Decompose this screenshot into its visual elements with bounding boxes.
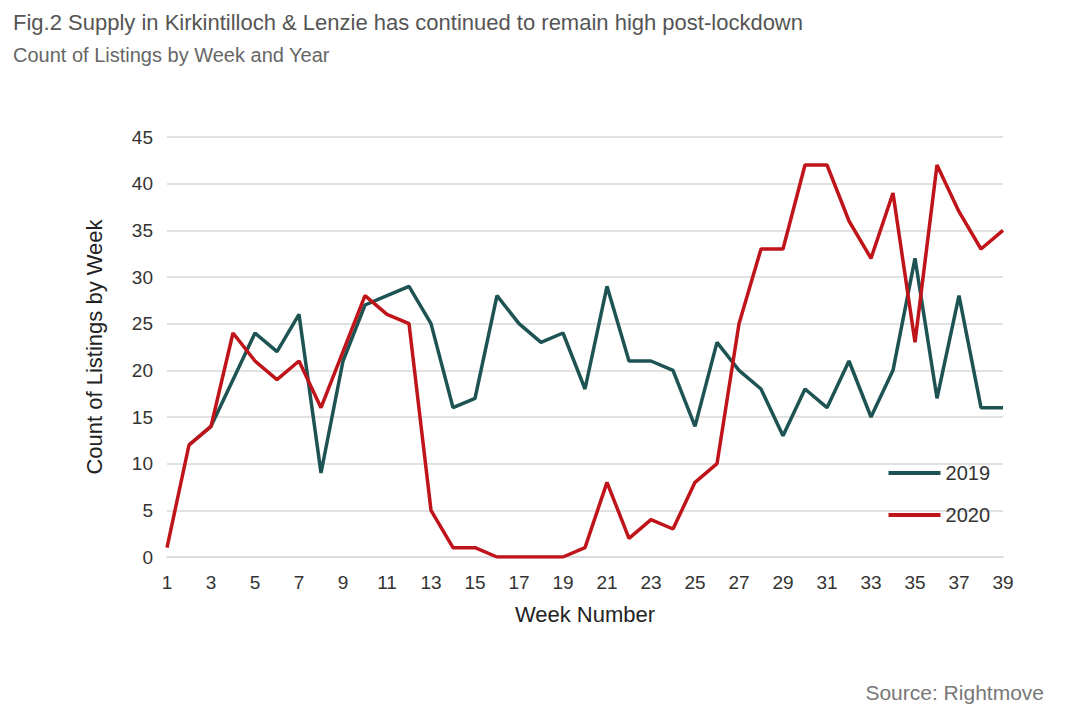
svg-text:23: 23 — [640, 572, 661, 593]
svg-text:Source: Rightmove: Source: Rightmove — [865, 681, 1044, 704]
svg-text:11: 11 — [377, 572, 397, 593]
svg-text:40: 40 — [132, 173, 153, 194]
svg-text:31: 31 — [816, 572, 837, 593]
svg-text:5: 5 — [250, 572, 261, 593]
svg-text:13: 13 — [420, 572, 441, 593]
svg-text:2020: 2020 — [946, 504, 991, 526]
svg-text:3: 3 — [206, 572, 217, 593]
svg-text:Week Number: Week Number — [515, 602, 655, 627]
svg-text:37: 37 — [948, 572, 969, 593]
svg-text:29: 29 — [772, 572, 793, 593]
svg-text:Count of Listings by Week and: Count of Listings by Week and Year — [13, 44, 330, 66]
svg-text:2019: 2019 — [946, 462, 991, 484]
svg-text:9: 9 — [338, 572, 349, 593]
svg-text:0: 0 — [142, 547, 153, 568]
svg-text:15: 15 — [132, 407, 153, 428]
svg-text:35: 35 — [132, 220, 153, 241]
svg-text:27: 27 — [728, 572, 749, 593]
svg-text:35: 35 — [904, 572, 925, 593]
svg-text:7: 7 — [294, 572, 305, 593]
svg-text:33: 33 — [860, 572, 881, 593]
svg-text:25: 25 — [684, 572, 705, 593]
svg-text:39: 39 — [992, 572, 1013, 593]
svg-text:45: 45 — [132, 127, 153, 148]
svg-text:Fig.2 Supply in Kirkintilloch: Fig.2 Supply in Kirkintilloch & Lenzie h… — [13, 10, 803, 35]
svg-text:10: 10 — [132, 453, 153, 474]
svg-text:17: 17 — [508, 572, 529, 593]
svg-text:Count of Listings by Week: Count of Listings by Week — [82, 218, 107, 474]
svg-text:25: 25 — [132, 313, 153, 334]
svg-text:15: 15 — [464, 572, 485, 593]
svg-text:1: 1 — [162, 572, 173, 593]
svg-text:20: 20 — [132, 360, 153, 381]
svg-text:30: 30 — [132, 267, 153, 288]
svg-text:5: 5 — [142, 500, 153, 521]
svg-text:21: 21 — [596, 572, 617, 593]
svg-text:19: 19 — [552, 572, 573, 593]
